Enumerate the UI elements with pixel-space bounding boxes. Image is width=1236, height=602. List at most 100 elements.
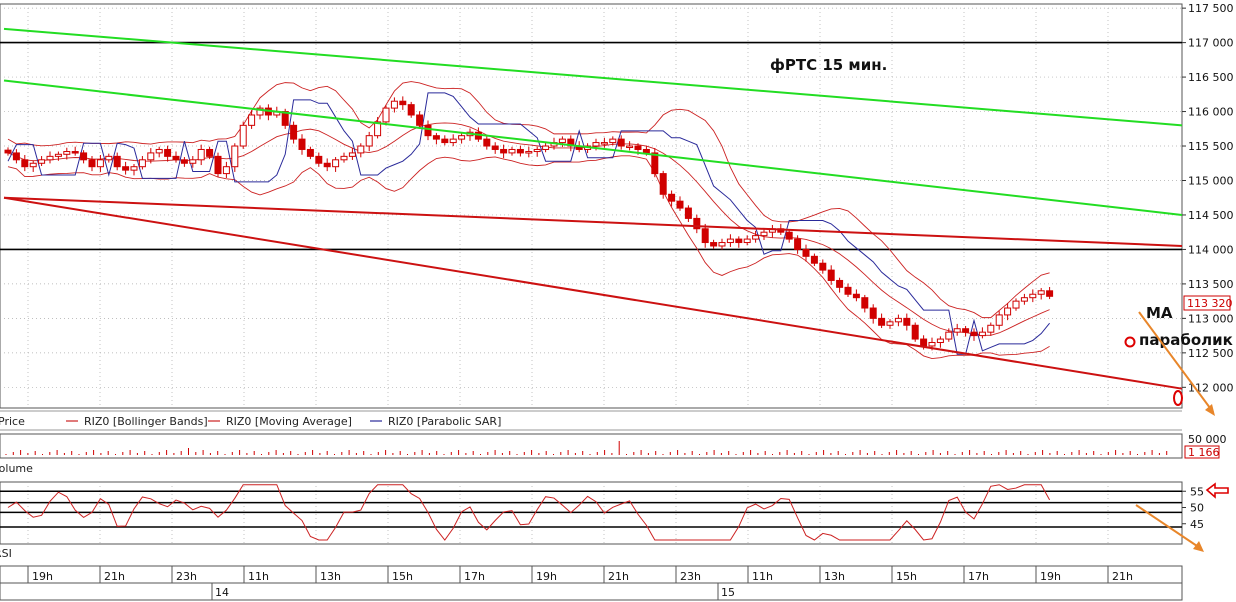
candle-body [735,238,743,244]
rsi-line [7,484,1051,541]
candle-body [558,138,566,144]
candle-body [920,338,928,347]
forecast-arrow-rsi [1135,504,1201,549]
sar-line [7,92,1050,355]
volume-label: Volume [0,462,33,475]
price-tick-label: 112 000 [1188,381,1234,394]
price-axis: 117 500 117 000 116 500 116 000 115 500 115 0… [1182,2,1234,394]
candle-body [54,153,62,157]
candle-body [953,328,961,333]
candle-body [609,138,617,144]
candle-body [12,152,20,161]
sar-marker-circle [1124,336,1136,348]
candle-body [1029,293,1037,299]
candle-body [390,100,398,109]
candle-body [164,148,172,157]
candle-body [290,124,298,140]
candle-body [516,148,524,154]
trend-end-marker [1173,390,1183,406]
time-tick-label: 15h [896,570,917,583]
legend-price: Price [0,415,25,428]
candle-body [323,162,331,168]
candle-body [29,162,37,168]
candle-body [525,151,533,154]
price-tick-label: 114 500 [1188,209,1234,222]
candle-body [63,151,71,155]
price-tick-label: 113 000 [1188,312,1234,325]
bollinger-upper [7,81,1050,319]
candle-body [71,151,79,154]
candle-body [222,166,230,175]
candle-body [239,124,247,147]
candle-body [88,159,96,168]
candle-body [21,159,29,168]
candle-body [189,159,197,164]
candle-body [626,145,634,149]
candle-body [668,193,676,202]
candle-body [995,314,1003,326]
volume-bars [5,441,1168,455]
price-tick-label: 117 500 [1188,2,1234,15]
vertical-grid [27,4,1109,408]
candle-body [794,238,802,250]
candle-body [945,331,953,340]
forecast-arrowhead-rsi [1193,541,1204,552]
candle-body [500,148,508,154]
candle-body [894,317,902,323]
candle-body [38,159,46,164]
candle-body [1020,297,1028,302]
candle-body [962,328,970,333]
candle-body [600,142,608,145]
day-tick-label: 15 [721,586,735,599]
price-tick-label: 116 000 [1188,106,1234,119]
price-tick-label: 116 500 [1188,71,1234,84]
candle-body [306,148,314,157]
candle-body [231,145,239,168]
candle-body [491,145,499,150]
time-tick-label: 23h [680,570,701,583]
rsi-axis: 55 50 45 [1182,485,1204,531]
candle-body [365,135,373,147]
candle-body [147,152,155,161]
candle-body [642,148,650,154]
candle-body [617,138,625,147]
horizontal-levels [0,41,1182,251]
annotation-ma: MA [1146,304,1173,322]
trendline [3,196,1183,247]
candle-body [810,255,818,264]
candle-body [138,159,146,168]
candle-body [441,138,449,144]
candle-body [281,111,289,126]
candle-body [676,200,684,209]
annotation-marks [1124,311,1229,552]
time-tick-label: 21h [608,570,629,583]
rsi-levels [0,490,1182,528]
candle-body [592,142,600,147]
candle-body [180,159,188,164]
candle-body [987,324,995,333]
candle-body [970,331,978,337]
last-price-box [1183,295,1231,311]
price-tick-label: 115 000 [1188,174,1234,187]
candle-body [424,124,432,137]
candle-body [785,231,793,240]
legend-bollinger: RIZ0 [Bollinger Bands] [84,415,208,428]
time-tick-label: 11h [752,570,773,583]
candle-body [105,155,113,161]
candle-body [651,152,659,175]
price-tick-label: 115 500 [1188,140,1234,153]
day-tick-label: 14 [215,586,229,599]
candle-body [903,317,911,326]
time-tick-label: 15h [392,570,413,583]
candle-body [1046,290,1054,297]
time-tick-label: 13h [824,570,845,583]
candle-body [399,100,407,106]
volume-last-box [1184,445,1220,459]
candle-body [659,173,667,195]
candle-body [348,152,356,157]
candle-body [869,307,877,319]
candle-body [684,207,692,219]
candle-body [852,293,860,299]
candle-body [802,248,810,257]
